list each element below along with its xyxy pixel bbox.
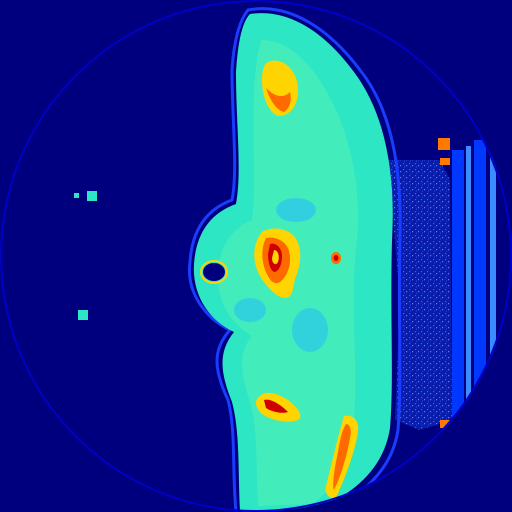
marker-2 xyxy=(440,158,450,165)
lower-bone-right-core xyxy=(333,424,351,490)
artifact-dot-2 xyxy=(74,193,79,198)
lower-bone-left-core xyxy=(264,399,288,413)
air-pocket-rim xyxy=(200,260,228,284)
small-bone-spot-core xyxy=(333,255,339,261)
upper-bone-core xyxy=(266,88,291,112)
table-rail-3 xyxy=(474,140,486,440)
table-rail-4 xyxy=(490,140,496,400)
fat-region-2 xyxy=(292,308,328,352)
fat-region-1 xyxy=(276,198,316,222)
central-bone-marrow xyxy=(272,250,279,265)
marker-3 xyxy=(440,420,450,428)
field-of-view xyxy=(187,7,496,512)
air-pocket xyxy=(203,263,225,281)
noise-region xyxy=(388,160,452,430)
body-outline xyxy=(187,7,402,512)
table-rail-2 xyxy=(466,146,471,466)
fat-region-3 xyxy=(234,298,266,322)
table-rail-1 xyxy=(452,150,464,450)
marker-1 xyxy=(438,138,450,150)
artifact-dot-3 xyxy=(78,310,88,320)
artifact-dot-1 xyxy=(87,191,97,201)
